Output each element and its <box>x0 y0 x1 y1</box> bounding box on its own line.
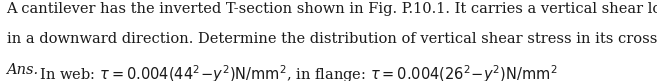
Text: In web: $\tau = 0.004(44^2\!-\!y^2)\mathrm{N/mm}^2$, in flange: $\tau = 0.004(26: In web: $\tau = 0.004(44^2\!-\!y^2)\math… <box>7 63 557 81</box>
Text: A cantilever has the inverted T-section shown in Fig. P.10.1. It carries a verti: A cantilever has the inverted T-section … <box>7 2 657 16</box>
Text: in a downward direction. Determine the distribution of vertical shear stress in : in a downward direction. Determine the d… <box>7 32 657 46</box>
Text: Ans.: Ans. <box>7 63 39 77</box>
